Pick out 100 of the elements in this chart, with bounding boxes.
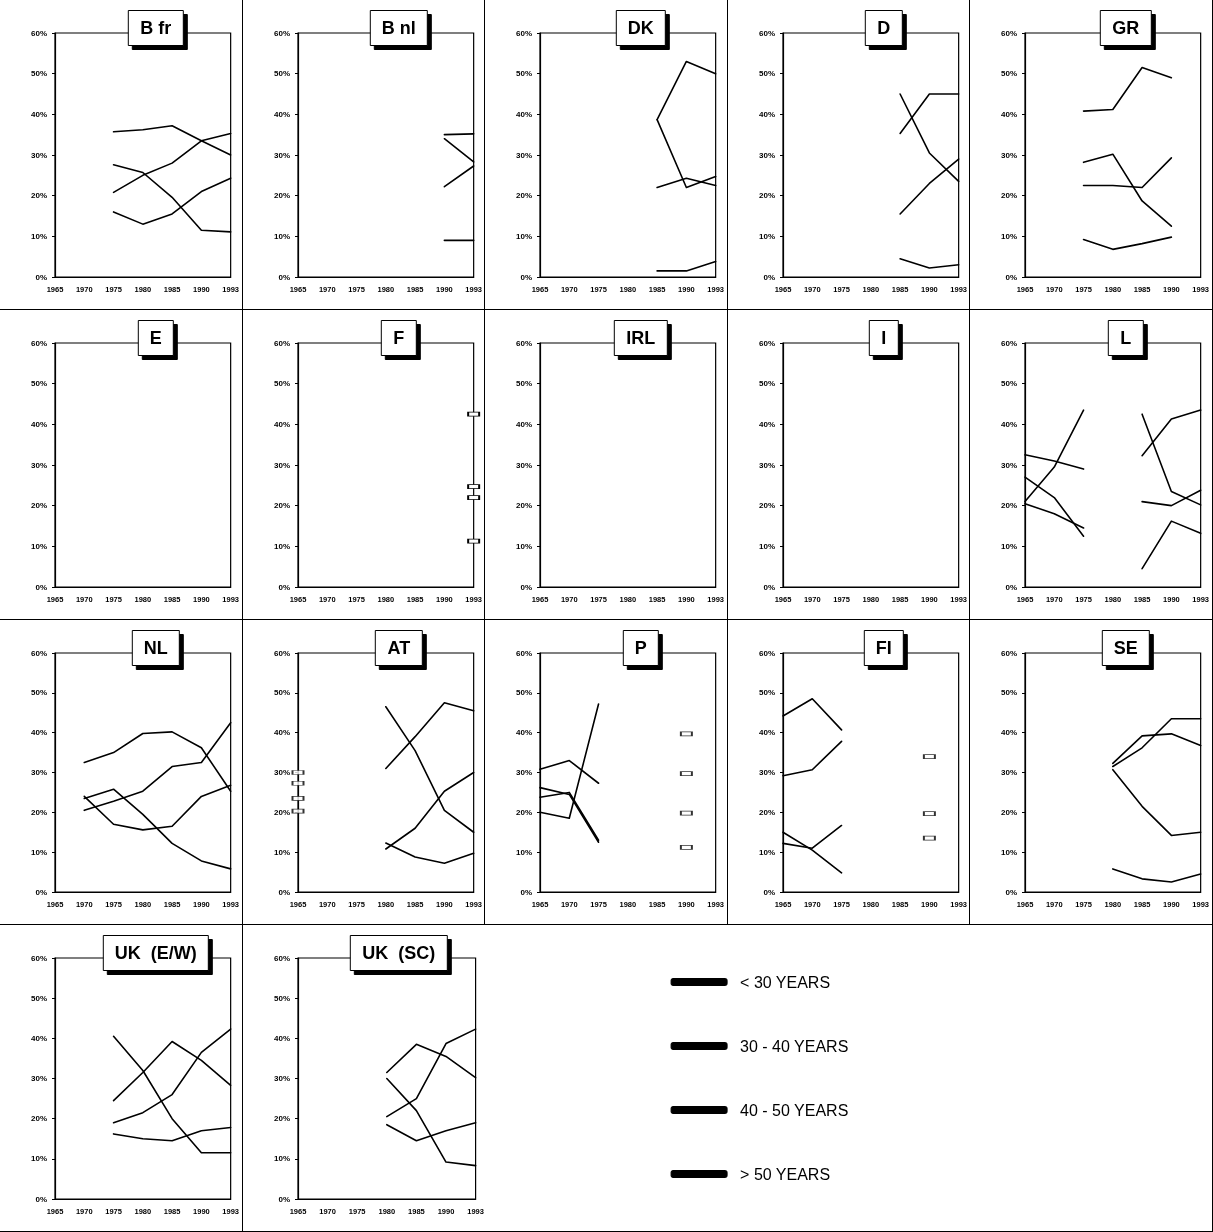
y-tick-label: 0% <box>278 582 290 592</box>
y-tick-label: 0% <box>278 887 290 897</box>
y-tick-label: 20% <box>1001 191 1018 201</box>
y-tick-label: 20% <box>30 501 47 511</box>
y-tick-label: 40% <box>516 109 533 119</box>
y-tick-label: 0% <box>278 1194 290 1204</box>
y-tick-label: 10% <box>516 847 533 857</box>
y-tick-label: 10% <box>273 541 290 551</box>
y-tick-label: 0% <box>1005 887 1018 897</box>
y-tick-label: 40% <box>273 1033 290 1043</box>
y-tick-label: 40% <box>758 728 775 738</box>
y-tick-label: 50% <box>516 379 533 389</box>
y-tick-label: 10% <box>1001 541 1018 551</box>
chart-title: IRL <box>626 328 656 348</box>
y-tick-label: 30% <box>758 150 775 160</box>
y-tick-label: 0% <box>520 887 533 897</box>
y-tick-label: 30% <box>516 460 533 470</box>
y-tick-label: 60% <box>516 648 533 658</box>
y-tick-label: 0% <box>520 272 533 282</box>
y-tick-label: 50% <box>1001 379 1018 389</box>
y-tick-label: 60% <box>516 338 533 348</box>
y-tick-label: 50% <box>758 379 775 389</box>
y-tick-label: 30% <box>273 150 290 160</box>
y-tick-label: 40% <box>273 419 290 429</box>
y-tick-label: 30% <box>30 768 47 777</box>
y-tick-label: 60% <box>273 28 290 38</box>
y-tick-label: 0% <box>763 272 775 282</box>
y-tick-label: 40% <box>273 728 290 738</box>
y-tick-label: 30% <box>273 460 290 470</box>
y-tick-label: 30% <box>1001 460 1018 470</box>
y-tick-label: 60% <box>30 953 47 963</box>
y-tick-label: 10% <box>758 541 775 551</box>
y-tick-label: 60% <box>758 648 775 658</box>
chart-title: UK (E/W) <box>114 943 197 963</box>
y-tick-label: 0% <box>35 272 47 282</box>
y-tick-label: 0% <box>35 887 47 897</box>
y-tick-label: 40% <box>758 419 775 429</box>
y-tick-label: 20% <box>30 807 47 817</box>
y-tick-label: 50% <box>1001 69 1018 79</box>
y-tick-label: 40% <box>30 419 47 429</box>
y-tick-label: 50% <box>758 69 775 79</box>
legend-label: < 30 YEARS <box>739 973 830 991</box>
y-tick-label: 40% <box>30 109 47 119</box>
y-tick-label: 60% <box>273 953 290 963</box>
legend-label: 30 - 40 YEARS <box>739 1037 848 1055</box>
chart-title: B nl <box>381 18 416 38</box>
y-tick-label: 50% <box>516 688 533 698</box>
y-tick-label: 40% <box>516 419 533 429</box>
y-tick-label: 0% <box>35 1194 47 1204</box>
y-tick-label: 20% <box>30 1114 47 1124</box>
y-tick-label: 10% <box>516 231 533 241</box>
chart-title: AT <box>387 638 410 658</box>
y-tick-label: 30% <box>516 150 533 160</box>
y-tick-label: 40% <box>1001 728 1018 738</box>
y-tick-label: 20% <box>516 807 533 817</box>
y-tick-label: 20% <box>758 501 775 511</box>
y-tick-label: 60% <box>1001 648 1018 658</box>
y-tick-label: 50% <box>30 993 47 1003</box>
y-tick-label: 30% <box>273 768 290 777</box>
chart-title: UK (SC) <box>361 943 435 963</box>
y-tick-label: 60% <box>758 338 775 348</box>
y-tick-label: 30% <box>758 460 775 470</box>
chart-title: SE <box>1114 638 1139 658</box>
chart-title: DK <box>627 18 654 38</box>
chart-title: P <box>634 638 647 658</box>
legend-label: 40 - 50 YEARS <box>739 1101 848 1119</box>
chart-title: I <box>881 328 887 348</box>
y-tick-label: 50% <box>273 688 290 698</box>
y-tick-label: 10% <box>758 847 775 857</box>
y-tick-label: 20% <box>273 807 290 817</box>
y-tick-label: 60% <box>1001 28 1018 38</box>
y-tick-label: 10% <box>273 847 290 857</box>
y-tick-label: 40% <box>30 728 47 738</box>
y-tick-label: 30% <box>1001 150 1018 160</box>
y-tick-label: 50% <box>273 69 290 79</box>
y-tick-label: 60% <box>1001 338 1018 348</box>
y-tick-label: 0% <box>763 887 775 897</box>
legend-label: > 50 YEARS <box>739 1165 830 1183</box>
y-tick-label: 50% <box>30 688 47 698</box>
y-tick-label: 60% <box>30 648 47 658</box>
y-tick-label: 60% <box>273 338 290 348</box>
y-tick-label: 20% <box>30 191 47 201</box>
y-tick-label: 40% <box>1001 419 1018 429</box>
y-tick-label: 60% <box>30 28 47 38</box>
y-tick-label: 20% <box>758 191 775 201</box>
y-tick-label: 10% <box>516 541 533 551</box>
chart-title: L <box>1120 328 1132 348</box>
y-tick-label: 10% <box>30 847 47 857</box>
y-tick-label: 50% <box>1001 688 1018 698</box>
y-tick-label: 50% <box>273 379 290 389</box>
y-tick-label: 50% <box>516 69 533 79</box>
y-tick-label: 30% <box>758 768 775 777</box>
y-tick-label: 20% <box>1001 501 1018 511</box>
y-tick-label: 0% <box>520 582 533 592</box>
chart-title: B fr <box>140 18 172 38</box>
y-tick-label: 60% <box>758 28 775 38</box>
y-tick-label: 60% <box>273 648 290 658</box>
y-tick-label: 20% <box>516 501 533 511</box>
y-tick-label: 20% <box>273 191 290 201</box>
y-tick-label: 10% <box>30 541 47 551</box>
